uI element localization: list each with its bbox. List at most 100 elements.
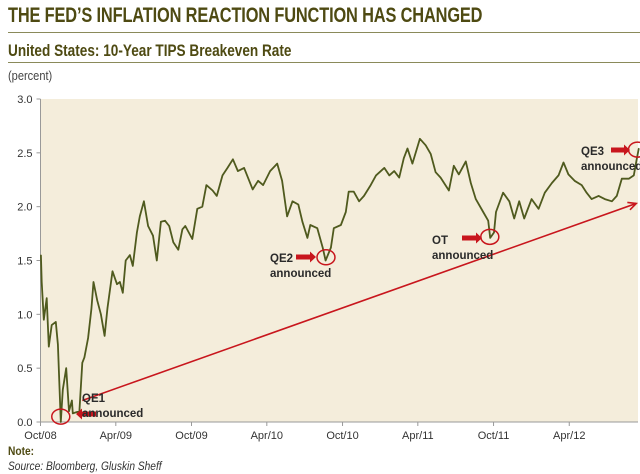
data-point xyxy=(435,171,437,173)
data-point xyxy=(62,389,64,391)
y-tick: 0.0 xyxy=(17,417,41,429)
data-point xyxy=(106,307,109,309)
data-point xyxy=(309,224,311,226)
data-point xyxy=(348,190,350,193)
data-point xyxy=(129,254,131,256)
data-point xyxy=(439,176,442,179)
data-point xyxy=(489,237,491,239)
data-point xyxy=(132,265,134,267)
data-point xyxy=(116,283,118,285)
data-point xyxy=(147,225,149,227)
data-point xyxy=(508,200,510,202)
data-point xyxy=(322,246,324,249)
data-point xyxy=(475,198,477,200)
x-tick-label: Apr/11 xyxy=(402,430,434,442)
data-point xyxy=(201,206,203,208)
data-point xyxy=(216,195,218,197)
data-point xyxy=(487,220,489,222)
highlight-circle xyxy=(316,249,336,266)
data-point xyxy=(621,178,623,180)
data-point xyxy=(523,217,525,220)
x-tick: Apr/12 xyxy=(553,422,585,442)
x-tick: Oct/08 xyxy=(24,422,57,442)
data-point xyxy=(122,292,124,294)
data-point xyxy=(470,182,472,184)
data-point xyxy=(51,324,53,326)
red-arrow-icon xyxy=(611,144,630,156)
source-label: Source: Bloomberg, Gluskin Sheff xyxy=(8,459,162,473)
y-tick-label: 1.0 xyxy=(17,309,32,321)
annotation-qe1: QE1 announced xyxy=(51,393,143,425)
annotation-status: announced xyxy=(270,268,331,280)
data-point xyxy=(143,200,145,202)
x-tick-label: Apr/10 xyxy=(251,430,283,442)
annotation-event: QE1 xyxy=(82,393,106,405)
x-tick-label: Apr/09 xyxy=(100,430,132,442)
data-point xyxy=(611,200,613,202)
subtitle-divider xyxy=(8,62,640,63)
x-tick: Apr/10 xyxy=(251,422,283,442)
x-tick-label: Oct/08 xyxy=(24,430,56,442)
annotation-status: announced xyxy=(432,250,493,262)
data-point xyxy=(518,200,520,202)
red-arrow-icon xyxy=(76,408,96,420)
data-point xyxy=(301,221,303,223)
annotation-ot: OT announced xyxy=(432,228,500,262)
data-point xyxy=(212,189,214,192)
data-point xyxy=(152,235,154,237)
data-point xyxy=(276,163,278,165)
data-point xyxy=(616,195,618,197)
data-point xyxy=(604,198,606,200)
data-point xyxy=(68,410,70,412)
data-point xyxy=(324,259,327,262)
data-point xyxy=(221,174,224,177)
y-tick-label: 2.5 xyxy=(17,148,32,160)
x-tick-label: Oct/11 xyxy=(478,430,510,442)
data-point xyxy=(65,367,67,369)
data-point xyxy=(430,153,432,155)
data-point xyxy=(482,211,484,213)
x-tick: Oct/09 xyxy=(175,422,208,442)
data-point xyxy=(136,231,138,234)
data-point xyxy=(262,184,264,186)
data-point xyxy=(638,147,640,150)
y-tick: 0.5 xyxy=(17,363,41,375)
data-point xyxy=(562,161,565,164)
x-tick: Oct/10 xyxy=(326,422,359,442)
data-point xyxy=(257,180,259,182)
data-point xyxy=(43,319,45,321)
data-point xyxy=(87,337,89,339)
x-tick: Apr/09 xyxy=(100,422,132,442)
data-point xyxy=(71,399,73,402)
data-point xyxy=(551,182,553,184)
annotation-event: QE2 xyxy=(270,253,293,265)
data-point xyxy=(111,270,114,272)
trend-arrow-line xyxy=(82,202,637,402)
red-arrow-icon xyxy=(296,251,316,263)
annotation-event: OT xyxy=(432,235,448,247)
data-point xyxy=(100,313,102,315)
data-point xyxy=(232,158,234,160)
data-point xyxy=(291,200,294,202)
data-point xyxy=(177,249,179,251)
data-point xyxy=(453,165,455,167)
data-point xyxy=(316,227,318,229)
series-line-breakeven xyxy=(40,137,640,423)
x-tick: Apr/11 xyxy=(402,422,434,442)
highlight-circle xyxy=(480,228,500,246)
data-point xyxy=(306,237,308,239)
data-point xyxy=(544,192,546,194)
data-point xyxy=(590,198,593,200)
data-point xyxy=(398,176,400,179)
data-point xyxy=(567,173,570,175)
data-point xyxy=(60,421,62,423)
data-point xyxy=(160,221,162,223)
annotation-status: announced xyxy=(581,161,640,173)
data-point xyxy=(628,178,630,180)
data-point xyxy=(83,356,85,358)
data-point xyxy=(181,228,184,230)
data-point xyxy=(388,174,390,177)
data-point xyxy=(92,281,95,283)
data-point xyxy=(425,144,427,146)
title-divider xyxy=(8,32,640,33)
